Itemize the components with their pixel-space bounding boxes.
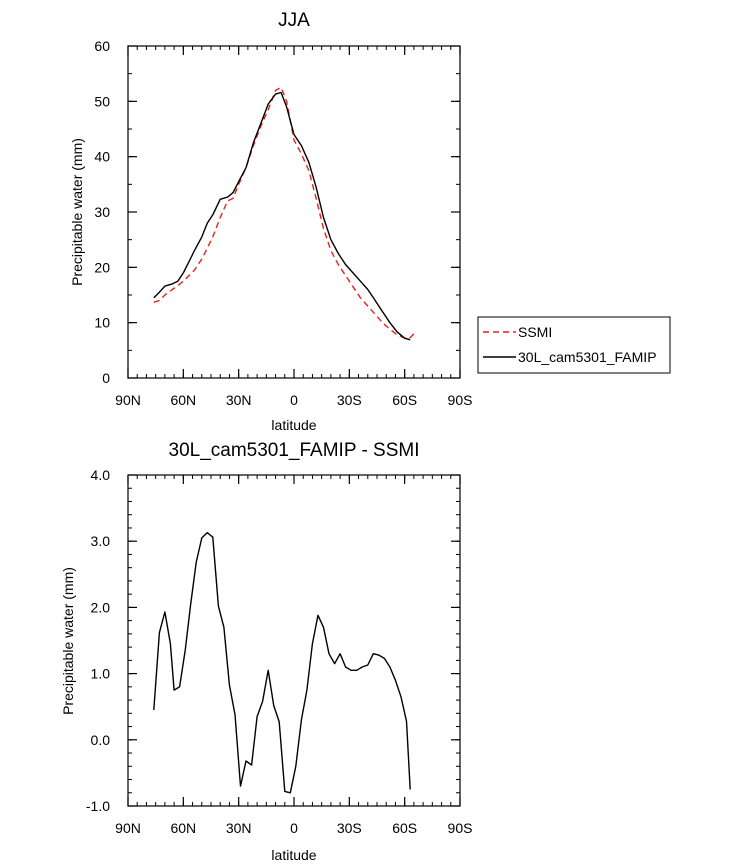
- bottom-series-lines: [153, 531, 411, 794]
- bottom-x-tick-label: 90N: [115, 820, 141, 836]
- top-series-lines: [153, 86, 417, 341]
- bottom-x-tick-label: 90S: [448, 820, 473, 836]
- top-x-tick-label: 90S: [448, 392, 473, 408]
- bottom-ticks: 90N 60N 30N 0 30S 60S 90S -1.0 0.0 1.0 2.0 3.0 4.0: [86, 467, 473, 836]
- legend-box: [477, 316, 671, 374]
- top-panel: JJA Precipitable water (mm) latitude 90N…: [69, 10, 472, 433]
- bottom-x-tick-label: 30N: [226, 820, 252, 836]
- bottom-y-tick-label: 4.0: [91, 467, 111, 483]
- top-chart-title: JJA: [278, 10, 310, 31]
- bottom-series-line-0: [153, 531, 411, 794]
- bottom-y-tick-label: 2.0: [91, 599, 111, 615]
- bottom-x-axis-label: latitude: [271, 847, 316, 863]
- top-y-axis-label: Precipitable water (mm): [69, 138, 85, 286]
- top-series-line-ssmi: [153, 86, 417, 339]
- top-y-tick-label: 50: [94, 93, 110, 109]
- bottom-y-tick-label: -1.0: [86, 798, 110, 814]
- top-plot-frame: [127, 45, 461, 379]
- top-x-tick-label: 30N: [226, 392, 252, 408]
- legend-ssmi-label: SSMI: [518, 324, 552, 340]
- top-x-tick-label: 90N: [115, 392, 141, 408]
- top-series-line-30l-cam5301-famip: [153, 91, 411, 341]
- top-x-tick-label: 60S: [392, 392, 417, 408]
- top-y-tick-label: 40: [94, 149, 110, 165]
- top-y-tick-label: 0: [102, 370, 110, 386]
- top-ticks: 90N 60N 30N 0 30S 60S 90S 0 10 20 30 40 50 60: [94, 38, 472, 408]
- top-y-tick-label: 60: [94, 38, 110, 54]
- top-x-tick-label: 0: [290, 392, 298, 408]
- top-y-tick-label: 30: [94, 204, 110, 220]
- bottom-x-tick-label: 60S: [392, 820, 417, 836]
- legend-model-label: 30L_cam5301_FAMIP: [518, 349, 657, 365]
- bottom-y-tick-label: 0.0: [91, 732, 111, 748]
- top-y-tick-label: 10: [94, 315, 110, 331]
- top-y-tick-label: 20: [94, 259, 110, 275]
- bottom-x-tick-label: 0: [290, 820, 298, 836]
- top-x-tick-label: 60N: [170, 392, 196, 408]
- bottom-x-tick-label: 30S: [337, 820, 362, 836]
- bottom-plot-frame: [127, 474, 461, 807]
- bottom-panel: 30L_cam5301_FAMIP - SSMI Precipitable wa…: [60, 440, 472, 863]
- top-x-tick-label: 30S: [337, 392, 362, 408]
- bottom-x-tick-label: 60N: [170, 820, 196, 836]
- bottom-y-tick-label: 3.0: [91, 533, 111, 549]
- bottom-chart-title: 30L_cam5301_FAMIP - SSMI: [169, 440, 420, 461]
- top-x-axis-label: latitude: [271, 417, 316, 433]
- legend: SSMI 30L_cam5301_FAMIP: [477, 316, 671, 374]
- bottom-y-tick-label: 1.0: [91, 666, 111, 682]
- bottom-y-axis-label: Precipitable water (mm): [60, 567, 76, 715]
